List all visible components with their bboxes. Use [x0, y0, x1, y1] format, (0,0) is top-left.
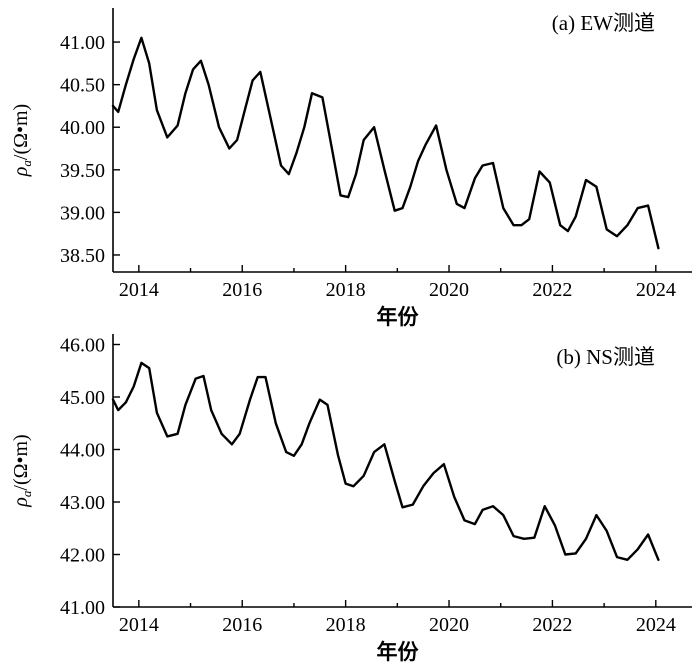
x-tick-label: 2018 — [326, 279, 366, 301]
x-tick-label: 2016 — [222, 614, 262, 636]
y-tick-label: 42.00 — [60, 545, 105, 567]
y-tick-label: 46.00 — [60, 335, 105, 357]
y-tick-label: 44.00 — [60, 440, 105, 462]
y-axis-unit: /(Ω•m) — [10, 104, 32, 160]
y-axis-title: ρa/(Ω•m) — [10, 434, 34, 507]
y-tick-label: 39.00 — [60, 202, 105, 224]
x-tick-label: 2024 — [636, 614, 676, 636]
y-axis-subscript: a — [19, 490, 34, 497]
y-tick-label: 38.50 — [60, 245, 105, 267]
series-line — [111, 36, 660, 250]
y-axis-symbol: ρ — [10, 167, 32, 178]
x-tick-label: 2022 — [532, 279, 572, 301]
x-tick-label: 2014 — [119, 614, 159, 636]
x-tick-label: 2022 — [532, 614, 572, 636]
y-tick-label: 45.00 — [60, 387, 105, 409]
y-axis-symbol: ρ — [10, 497, 32, 508]
x-tick-label: 2016 — [222, 279, 262, 301]
panel-b: 41.00 42.00 43.00 44.00 45.00 46.00 2014 2016 20… — [10, 334, 692, 664]
x-tick-label: 2020 — [429, 279, 469, 301]
y-tick-label: 41.00 — [60, 32, 105, 54]
y-tick-label: 39.50 — [60, 160, 105, 182]
y-tick-label: 40.50 — [60, 75, 105, 97]
y-axis-unit: /(Ω•m) — [10, 434, 32, 490]
x-tick-label: 2014 — [119, 279, 159, 301]
y-axis-title: ρa/(Ω•m) — [10, 104, 34, 177]
y-axis-subscript: a — [19, 160, 34, 167]
panel-title: (a) EW测道 — [552, 11, 655, 35]
y-tick-label: 40.00 — [60, 117, 105, 139]
y-tick-label: 41.00 — [60, 597, 105, 619]
x-tick-label: 2020 — [429, 614, 469, 636]
y-tick-label: 43.00 — [60, 492, 105, 514]
series-line — [111, 361, 660, 561]
x-tick-label: 2018 — [326, 614, 366, 636]
x-tick-label: 2024 — [636, 279, 676, 301]
panel-title: (b) NS测道 — [556, 345, 655, 369]
x-axis-title: 年份 — [377, 640, 420, 664]
x-axis-title: 年份 — [377, 305, 420, 329]
panel-a: 38.50 39.00 39.50 40.00 40.50 41.00 2014 2016 20… — [10, 8, 692, 329]
